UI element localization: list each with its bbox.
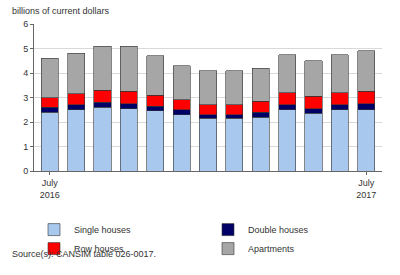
svg-text:5: 5 <box>23 44 28 54</box>
svg-text:July2016: July2016 <box>40 178 60 200</box>
svg-text:2: 2 <box>23 117 28 127</box>
svg-text:3: 3 <box>23 93 28 103</box>
svg-text:Row houses: Row houses <box>74 244 124 254</box>
svg-text:Apartments: Apartments <box>248 244 295 254</box>
svg-text:Source(s): CANSIM table 026-00: Source(s): CANSIM table 026-0017. <box>12 249 156 259</box>
svg-text:July2017: July2017 <box>356 178 376 200</box>
svg-text:6: 6 <box>23 19 28 29</box>
svg-text:billions of current dollars: billions of current dollars <box>12 6 110 16</box>
svg-text:0: 0 <box>23 166 28 176</box>
svg-text:Double houses: Double houses <box>248 225 309 235</box>
svg-text:Single houses: Single houses <box>74 225 131 235</box>
svg-text:1: 1 <box>23 142 28 152</box>
svg-text:4: 4 <box>23 68 28 78</box>
